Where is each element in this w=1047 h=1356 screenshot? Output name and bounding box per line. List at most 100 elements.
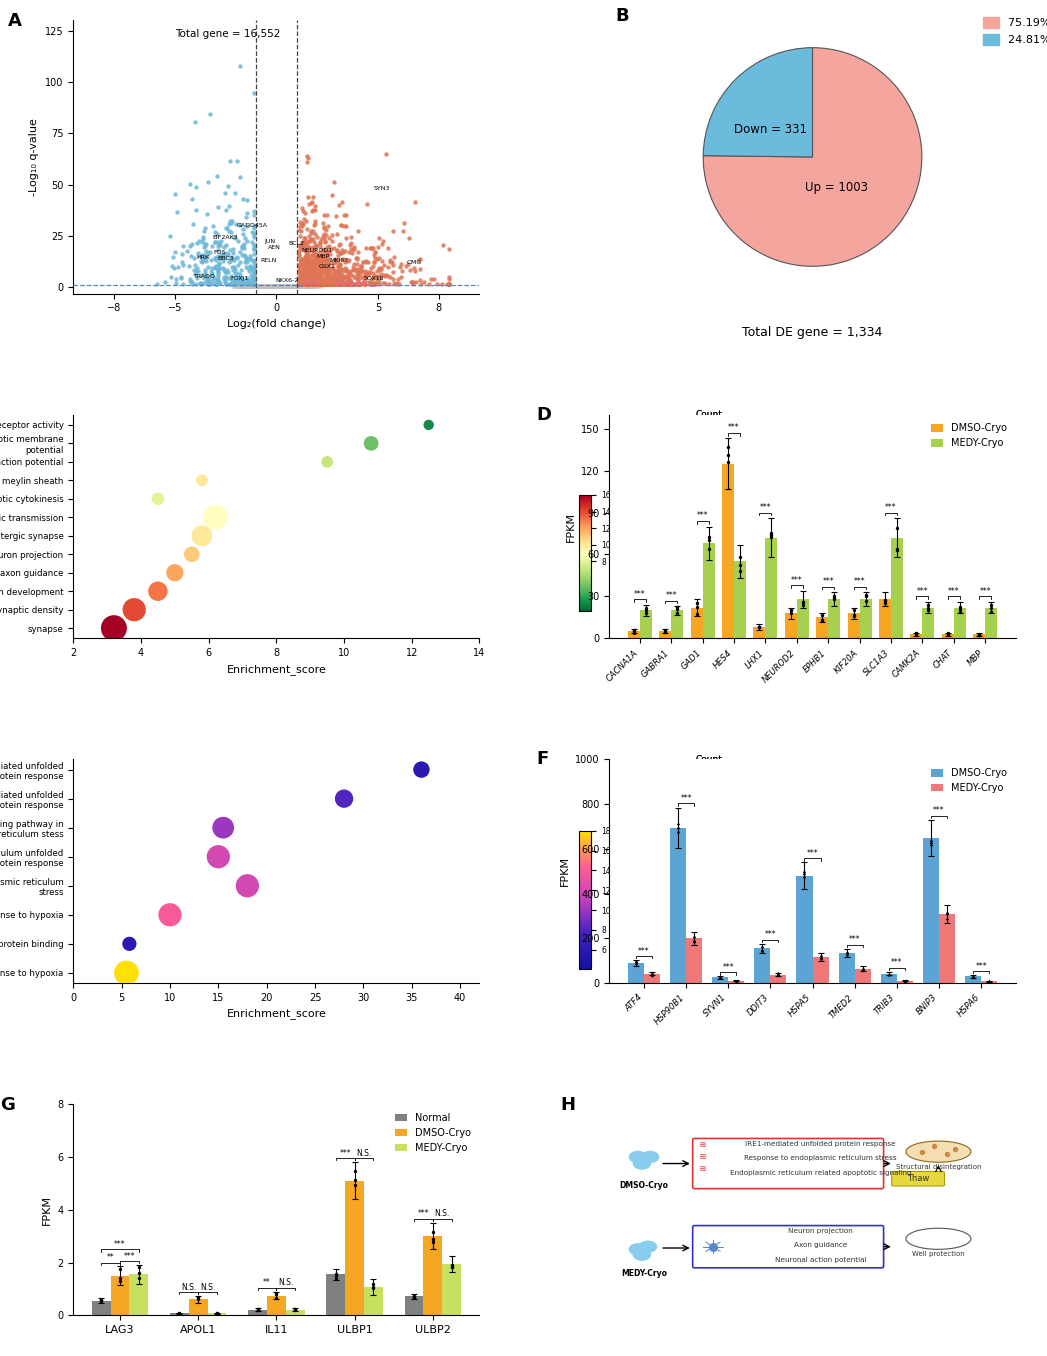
Point [258,277,274,298]
Point [279,277,295,298]
Point [244,256,261,278]
Point [280,275,296,297]
Point [264,275,281,297]
Point [269,277,286,298]
Point [257,277,273,298]
Point [247,277,264,298]
Point [253,277,270,298]
Point [285,277,302,298]
Point [268,275,285,297]
Point [281,277,297,298]
Point [313,277,330,298]
Point [231,277,248,298]
Point [266,275,283,297]
Point [268,277,285,298]
Point [260,277,276,298]
Point [286,277,303,298]
Point [268,274,285,296]
Point [285,275,302,297]
Point [299,258,316,279]
Point [251,277,268,298]
Point [271,277,288,298]
Point [272,277,289,298]
Point [269,277,286,298]
Point [302,237,318,259]
Point [230,277,247,298]
Point [253,275,270,297]
Point [254,277,271,298]
Point [271,277,288,298]
Point [251,277,268,298]
Point [248,275,265,297]
Point [270,277,287,298]
Point [273,275,290,297]
Point [298,245,315,267]
Point [251,277,268,298]
Point [250,277,267,298]
Point [282,275,298,297]
Point [264,277,281,298]
Point [237,245,253,267]
Point [271,275,288,297]
Point [245,277,262,298]
Point [311,252,328,274]
Point [267,277,284,298]
Point [247,277,264,298]
Point [269,275,286,297]
Point [247,277,264,298]
Point [265,275,282,297]
Point [275,277,292,298]
Point [265,275,282,297]
Point [287,275,304,297]
Point [269,274,286,296]
Point [266,275,283,297]
Point [287,277,304,298]
Point [261,277,277,298]
Point [296,268,313,290]
Point [299,277,316,298]
Point [287,277,304,298]
Point [320,256,337,278]
Point [273,277,290,298]
Point [275,275,292,297]
Point [279,275,295,297]
Point [259,277,275,298]
Point [290,277,307,298]
Point [264,277,281,298]
Point [265,277,282,298]
Point [266,277,283,298]
Point [262,275,279,297]
Point [260,274,276,296]
Point [276,277,293,298]
Point [255,275,272,297]
Point [276,275,293,297]
Point [304,275,320,297]
Point [320,274,337,296]
Point [265,275,282,297]
Bar [954,607,965,639]
Point [244,277,261,298]
Point [257,277,273,298]
Point [279,277,295,298]
Point [279,277,295,298]
Point [290,277,307,298]
Point [271,277,288,298]
Point [263,277,280,298]
Point [253,277,270,298]
Point [250,277,267,298]
Point [283,275,299,297]
Point [267,277,284,298]
Point [251,275,268,297]
Point [272,277,289,298]
Point [349,258,365,279]
Point [266,277,283,298]
Point [216,266,232,287]
Point [281,277,297,298]
Point [306,270,322,292]
Point [254,277,271,298]
Point [270,277,287,298]
Point [274,277,291,298]
Point [268,275,285,297]
Point [254,277,271,298]
Point [277,277,294,298]
